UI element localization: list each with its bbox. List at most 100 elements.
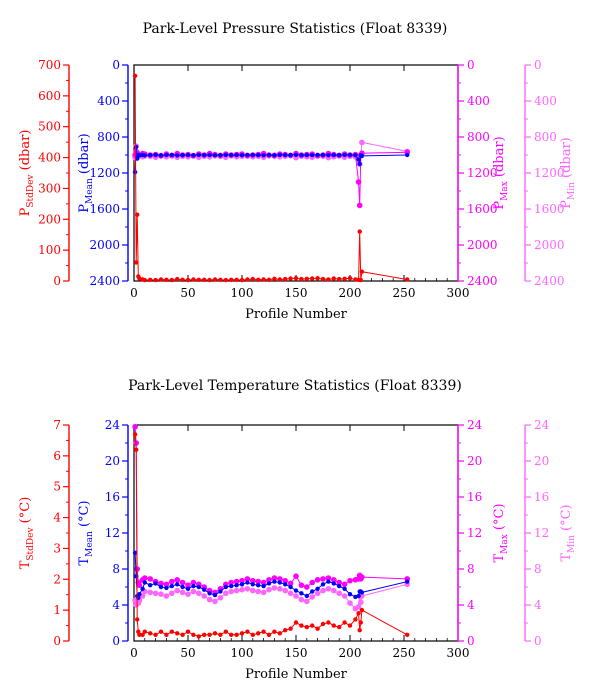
data-point-min [304,598,310,605]
y-axis-label: TMin (°C) [559,504,577,561]
data-point-mean [158,153,164,158]
data-point-stddev [134,447,139,452]
data-point-mean [212,153,218,158]
y-tick-label: 4 [534,598,542,612]
data-point-max [169,578,175,585]
data-point-mean [175,153,180,158]
data-point-max [293,573,299,579]
data-point-mean [134,144,139,150]
y-axis-label-unit: (°C) [18,497,33,528]
data-point-stddev [299,623,304,628]
data-point-mean [175,582,180,587]
data-point-mean [142,153,147,158]
y-tick-label: 500 [38,120,61,134]
data-point-mean [180,584,185,590]
data-point-mean [185,152,191,158]
data-point-stddev [337,624,342,630]
data-point-min [196,590,202,597]
data-point-mean [191,583,196,589]
y-tick-label: 8 [467,562,475,576]
data-point-mean [299,153,304,158]
data-point-stddev [357,628,362,633]
data-point-stddev [304,276,309,281]
y-tick-label: 300 [38,181,61,195]
y-tick-label: 8 [534,562,542,576]
data-point-max [336,579,343,586]
data-point-stddev [135,212,140,217]
data-point-mean [261,153,266,158]
data-point-stddev [342,276,347,281]
data-point-stddev [137,632,142,637]
data-point-stddev [196,634,201,639]
y-tick-label: 2000 [467,238,498,252]
y-axis-label-sub: Max [500,534,510,554]
data-point-min [266,586,272,593]
data-point-stddev [142,277,147,283]
data-point-min [212,598,218,605]
data-point-mean [326,153,331,158]
data-point-min [309,594,316,600]
data-point-mean [288,152,293,158]
data-point-stddev [245,277,250,282]
data-point-min [152,590,159,597]
data-point-min [293,593,299,599]
data-point-stddev [320,276,326,282]
data-point-stddev [359,607,365,613]
data-point-stddev [293,620,299,625]
data-point-stddev [250,632,255,637]
data-point-mean [142,580,147,585]
data-point-min [190,588,197,595]
y-axis-label-sub: StdDev [26,174,36,208]
y-axis-label-main: P [559,200,574,209]
data-point-stddev [185,629,191,634]
data-point-stddev [304,624,309,630]
y-tick-label: 12 [534,526,549,540]
data-point-mean [245,152,250,158]
y-axis-label-unit: (°C) [559,504,574,535]
data-point-max [347,577,353,584]
data-point-min [331,587,337,594]
data-point-min [355,604,362,610]
y-tick-label: 400 [467,94,490,108]
data-point-mean [359,590,365,595]
y-tick-label: 0 [112,58,120,72]
data-point-stddev [250,276,255,282]
data-point-min [228,588,234,595]
data-point-stddev [347,623,353,628]
y-axis-max: 0 400 800 1200 1600 2000 2400 PMax (dbar) [457,58,510,288]
data-point-stddev [256,277,261,282]
data-point-mean [202,152,207,158]
y-tick-label: 4 [112,598,120,612]
data-point-min [174,587,180,594]
y-tick-label: 1200 [534,166,565,180]
y-tick-label: 7 [53,418,61,432]
data-point-max [341,581,348,588]
y-axis-label-unit: (°C) [77,500,92,531]
data-point-stddev [283,276,288,282]
data-point-mean [169,152,174,158]
y-tick-label: 0 [467,58,475,72]
data-point-mean [293,152,299,157]
data-point-stddev [357,229,362,234]
data-point-mean [164,585,169,591]
data-point-stddev [180,277,185,282]
y-axis-min: 0 400 800 1200 1600 2000 2400 PMin (dbar) [524,58,577,288]
x-tick-label: 100 [231,646,254,660]
data-point-mean [169,583,174,589]
data-point-max [239,577,245,584]
data-point-max [314,577,321,583]
data-point-mean [223,584,228,590]
data-point-stddev [196,277,201,282]
y-axis-label-unit: (dbar) [492,136,507,181]
y-tick-label: 400 [38,151,61,165]
data-point-mean [218,589,223,594]
y-tick-label: 20 [467,454,482,468]
y-axis-mean: 0 4 8 12 16 20 24 TMean (°C) [77,418,129,648]
data-point-stddev [223,277,228,283]
data-point-max [298,582,305,588]
y-tick-label: 4 [53,511,61,525]
y-tick-label: 2 [53,572,61,586]
y-tick-label: 800 [97,130,120,144]
plot-frame [133,64,459,282]
data-point-stddev [239,277,245,283]
